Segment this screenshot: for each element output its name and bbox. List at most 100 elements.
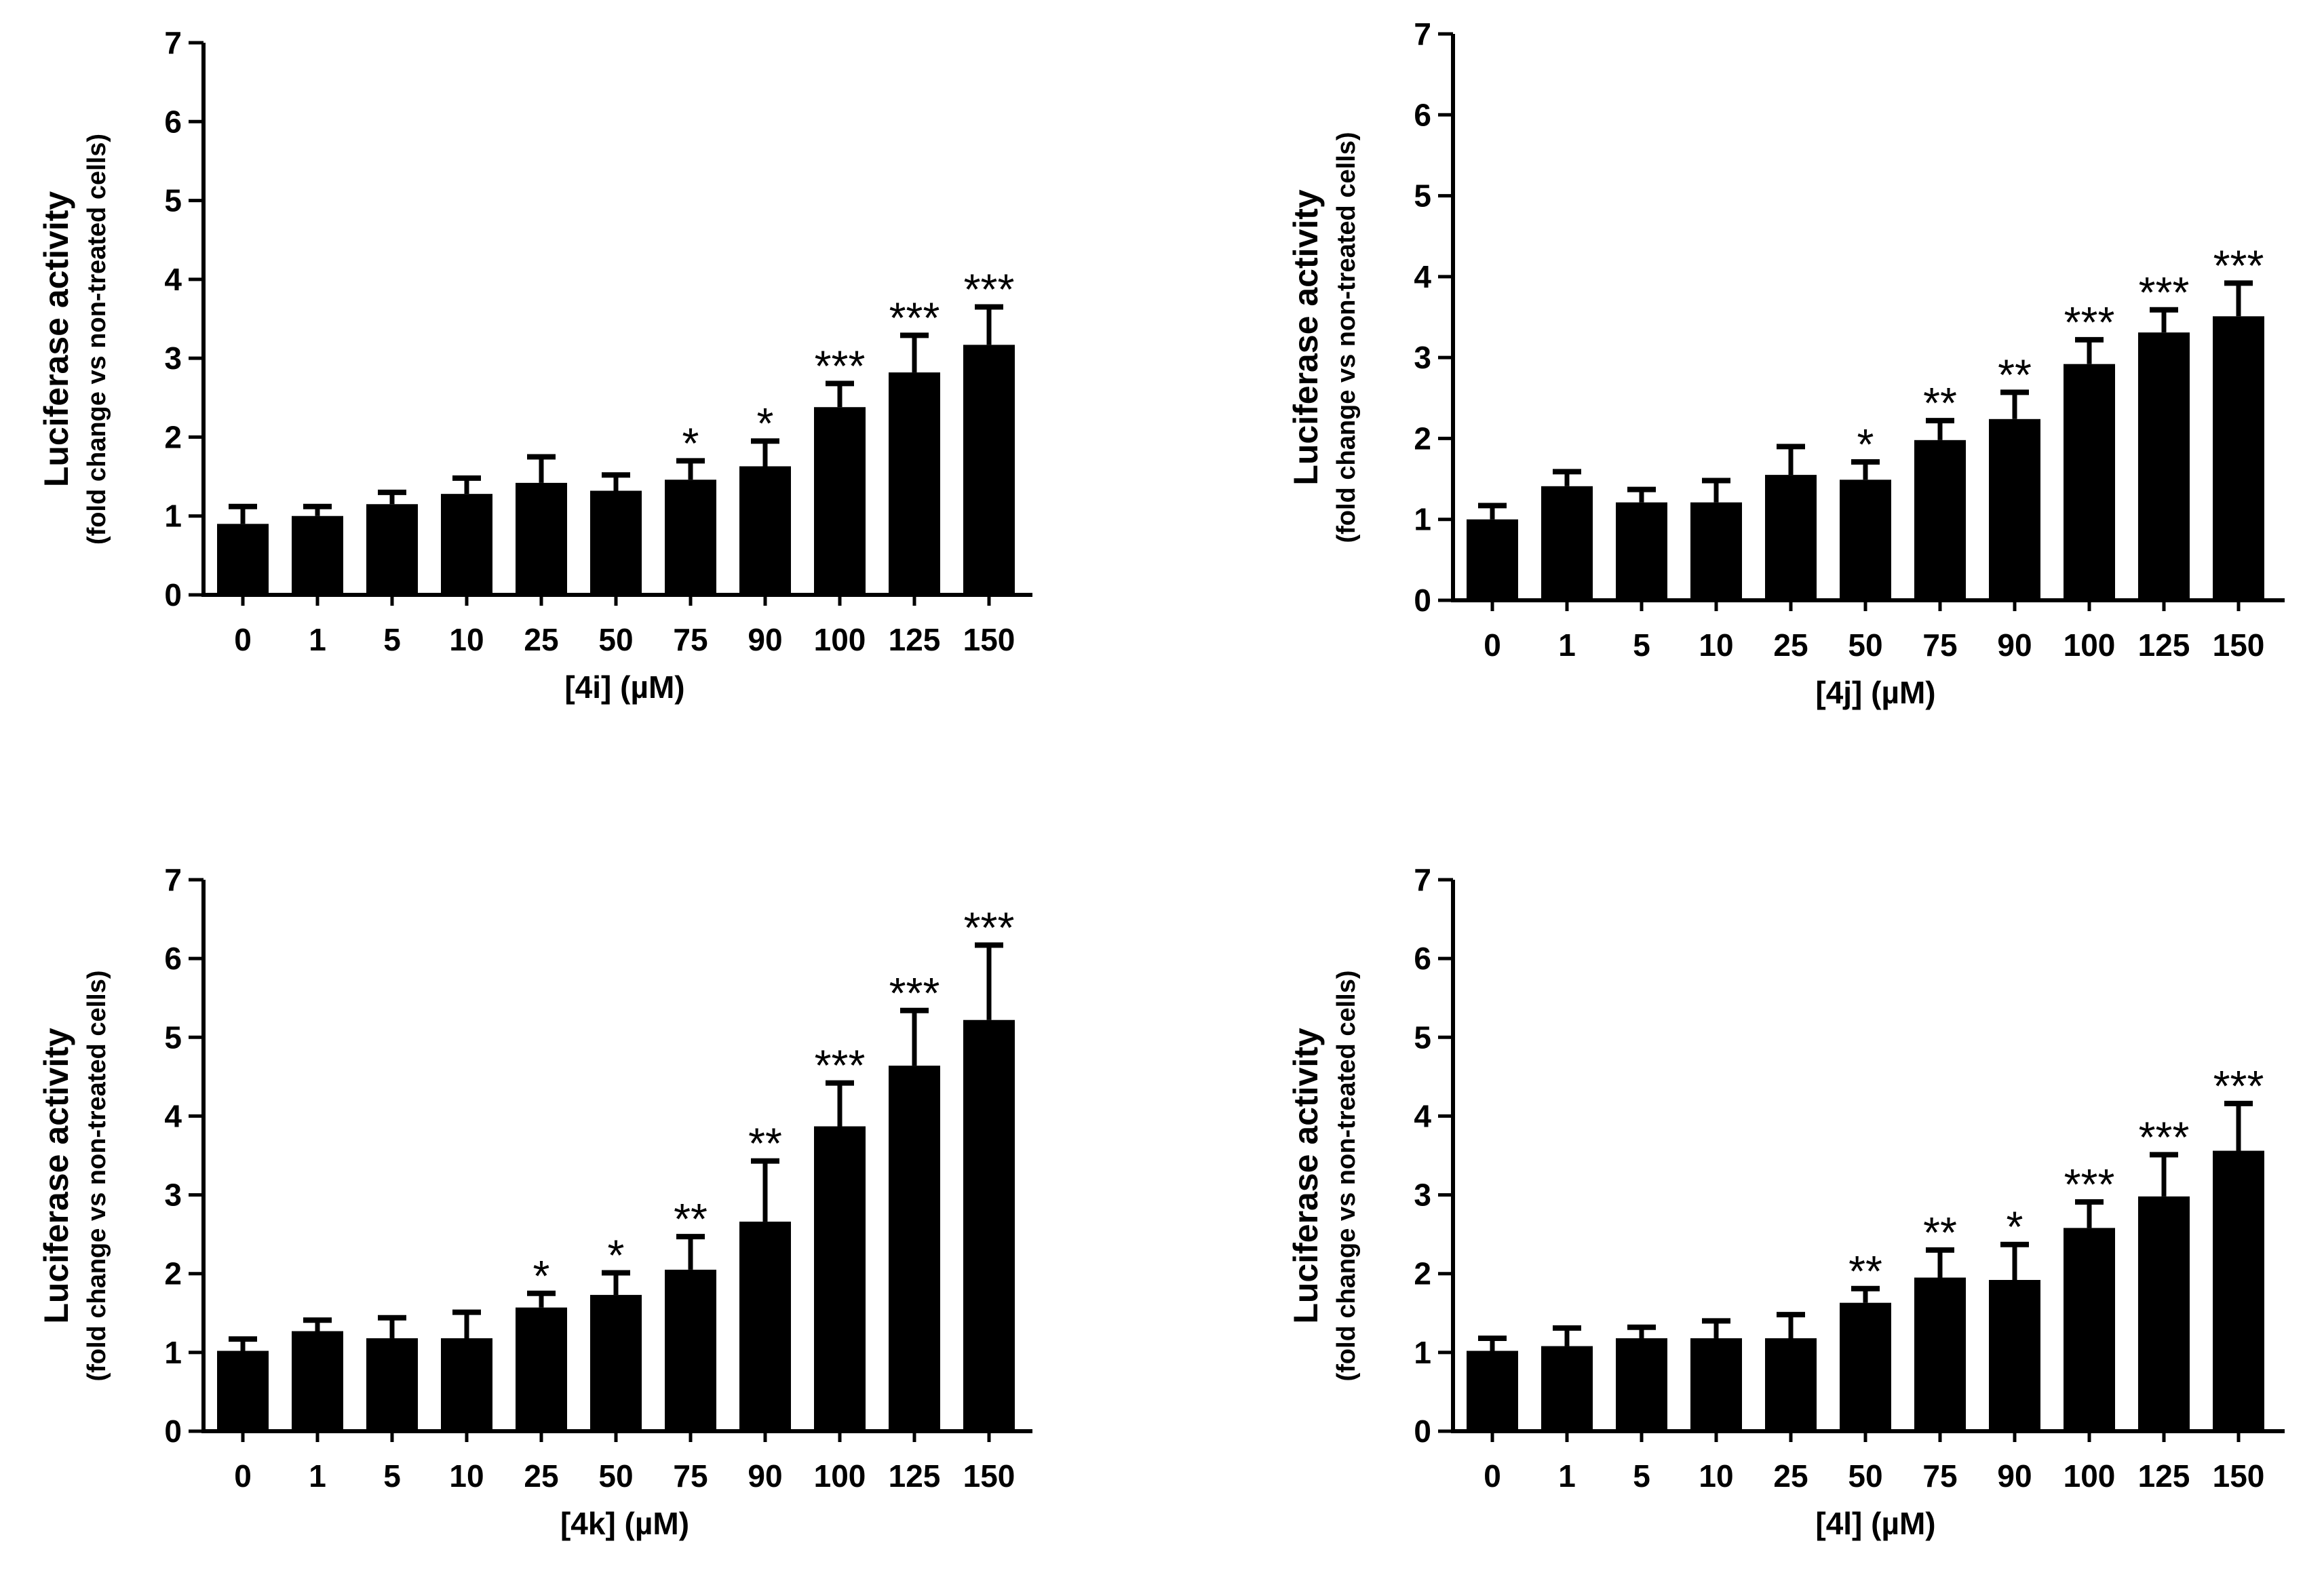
x-tick-label-4j-5: 5 xyxy=(1633,627,1650,663)
x-tick-label-4l-10: 10 xyxy=(1699,1458,1733,1494)
y-tick-label-4i-1: 1 xyxy=(164,499,182,534)
y-axis-title-4l: Luciferase activity xyxy=(1287,1028,1325,1324)
y-tick-label-4k-0: 0 xyxy=(164,1414,182,1449)
y-axis-subtitle-4j: (fold change vs non-treated cells) xyxy=(1332,132,1361,543)
significance-label-4i-100: *** xyxy=(815,341,866,390)
significance-label-4j-125: *** xyxy=(2139,268,2190,317)
x-tick-label-4k-25: 25 xyxy=(524,1458,558,1494)
y-tick-label-4l-7: 7 xyxy=(1414,862,1431,897)
y-tick-label-4i-6: 6 xyxy=(164,104,182,139)
bar-4i-100 xyxy=(814,407,866,595)
y-tick-label-4l-2: 2 xyxy=(1414,1256,1431,1291)
significance-label-4k-100: *** xyxy=(815,1041,866,1090)
y-tick-label-4i-4: 4 xyxy=(164,262,182,297)
x-tick-label-4l-50: 50 xyxy=(1848,1458,1882,1494)
y-tick-label-4l-5: 5 xyxy=(1414,1019,1431,1055)
bar-4l-25 xyxy=(1765,1338,1817,1431)
x-tick-label-4j-1: 1 xyxy=(1558,627,1576,663)
bar-4l-150 xyxy=(2213,1150,2264,1431)
significance-label-4k-75: ** xyxy=(674,1194,708,1243)
bar-4k-150 xyxy=(963,1019,1015,1431)
bar-4i-125 xyxy=(889,372,940,595)
y-tick-label-4j-5: 5 xyxy=(1414,178,1431,214)
y-axis-title-4j: Luciferase activity xyxy=(1287,189,1325,486)
chart-panel-4l: 0 1 5 10 25**50**75*90***100***125***1500123… xyxy=(1287,862,2285,1541)
bar-4j-1 xyxy=(1541,486,1593,600)
x-tick-label-4k-150: 150 xyxy=(963,1458,1015,1494)
significance-label-4k-150: *** xyxy=(964,903,1015,952)
x-axis-title-4l: [4l] (µM) xyxy=(1815,1506,1935,1541)
bar-4i-5 xyxy=(366,504,418,595)
x-tick-label-4i-0: 0 xyxy=(234,622,252,657)
significance-label-4i-150: *** xyxy=(964,265,1015,314)
x-tick-label-4k-1: 1 xyxy=(309,1458,326,1494)
y-tick-label-4i-3: 3 xyxy=(164,341,182,376)
bar-4k-50 xyxy=(590,1295,642,1431)
y-tick-label-4k-2: 2 xyxy=(164,1256,182,1291)
bar-4l-125 xyxy=(2138,1196,2190,1431)
bar-4j-75 xyxy=(1914,440,1966,600)
x-axis-title-4k: [4k] (µM) xyxy=(560,1506,689,1541)
significance-label-4k-25: * xyxy=(533,1251,550,1300)
significance-label-4l-50: ** xyxy=(1848,1247,1882,1296)
x-tick-label-4i-150: 150 xyxy=(963,622,1015,657)
y-tick-label-4i-0: 0 xyxy=(164,577,182,612)
bar-4j-10 xyxy=(1690,502,1742,600)
bar-4k-125 xyxy=(889,1066,940,1431)
y-tick-label-4k-5: 5 xyxy=(164,1019,182,1055)
x-tick-label-4i-125: 125 xyxy=(889,622,941,657)
y-tick-label-4k-4: 4 xyxy=(164,1098,182,1133)
y-tick-label-4l-4: 4 xyxy=(1414,1098,1431,1133)
x-tick-label-4i-5: 5 xyxy=(383,622,401,657)
x-tick-label-4j-75: 75 xyxy=(1922,627,1957,663)
bar-4j-25 xyxy=(1765,475,1817,600)
bar-4i-75 xyxy=(665,480,716,595)
x-axis-title-4j: [4j] (µM) xyxy=(1815,675,1935,710)
y-axis-subtitle-4k: (fold change vs non-treated cells) xyxy=(83,971,111,1382)
y-tick-label-4k-3: 3 xyxy=(164,1178,182,1213)
x-tick-label-4i-75: 75 xyxy=(673,622,708,657)
bar-4j-5 xyxy=(1616,502,1667,600)
x-axis-title-4i: [4i] (µM) xyxy=(564,669,684,705)
y-tick-label-4j-7: 7 xyxy=(1414,16,1431,52)
bar-4k-10 xyxy=(441,1338,492,1431)
bar-4k-25 xyxy=(516,1307,567,1431)
bar-4k-100 xyxy=(814,1126,866,1431)
significance-label-4j-75: ** xyxy=(1923,378,1957,427)
x-tick-label-4k-125: 125 xyxy=(889,1458,941,1494)
bar-4j-0 xyxy=(1467,519,1518,600)
x-tick-label-4l-25: 25 xyxy=(1773,1458,1808,1494)
bar-4k-0 xyxy=(217,1350,269,1431)
x-tick-label-4k-100: 100 xyxy=(814,1458,866,1494)
x-tick-label-4l-150: 150 xyxy=(2213,1458,2265,1494)
bar-4i-10 xyxy=(441,494,492,595)
bar-4i-90 xyxy=(739,466,791,595)
y-axis-title-4i: Luciferase activity xyxy=(37,191,75,488)
bar-4j-90 xyxy=(1989,419,2040,600)
bar-4l-5 xyxy=(1616,1338,1667,1431)
x-tick-label-4k-5: 5 xyxy=(383,1458,401,1494)
x-tick-label-4j-150: 150 xyxy=(2213,627,2265,663)
significance-label-4j-100: *** xyxy=(2064,298,2115,347)
significance-label-4i-125: *** xyxy=(889,293,940,342)
y-tick-label-4l-1: 1 xyxy=(1414,1335,1431,1370)
significance-label-4l-150: *** xyxy=(2213,1062,2264,1110)
x-tick-label-4l-0: 0 xyxy=(1484,1458,1501,1494)
y-tick-label-4j-4: 4 xyxy=(1414,259,1431,294)
y-tick-label-4i-7: 7 xyxy=(164,25,182,60)
x-tick-label-4k-75: 75 xyxy=(673,1458,708,1494)
bar-4i-0 xyxy=(217,524,269,595)
significance-label-4k-125: *** xyxy=(889,969,940,1017)
bar-4l-50 xyxy=(1840,1302,1891,1431)
bar-4l-75 xyxy=(1914,1277,1966,1431)
x-tick-label-4j-125: 125 xyxy=(2138,627,2190,663)
bar-4j-100 xyxy=(2064,364,2115,600)
y-tick-label-4l-6: 6 xyxy=(1414,941,1431,976)
y-tick-label-4k-7: 7 xyxy=(164,862,182,897)
y-tick-label-4i-2: 2 xyxy=(164,419,182,454)
significance-label-4l-100: *** xyxy=(2064,1160,2115,1209)
chart-panel-4i: 0 1 5 10 25 50 * 75 * 90 *** 100 *** 125 *** 150 0 1 2 3 4 5 6… xyxy=(37,25,1032,705)
bar-4l-10 xyxy=(1690,1338,1742,1431)
significance-label-4k-90: ** xyxy=(748,1119,782,1168)
